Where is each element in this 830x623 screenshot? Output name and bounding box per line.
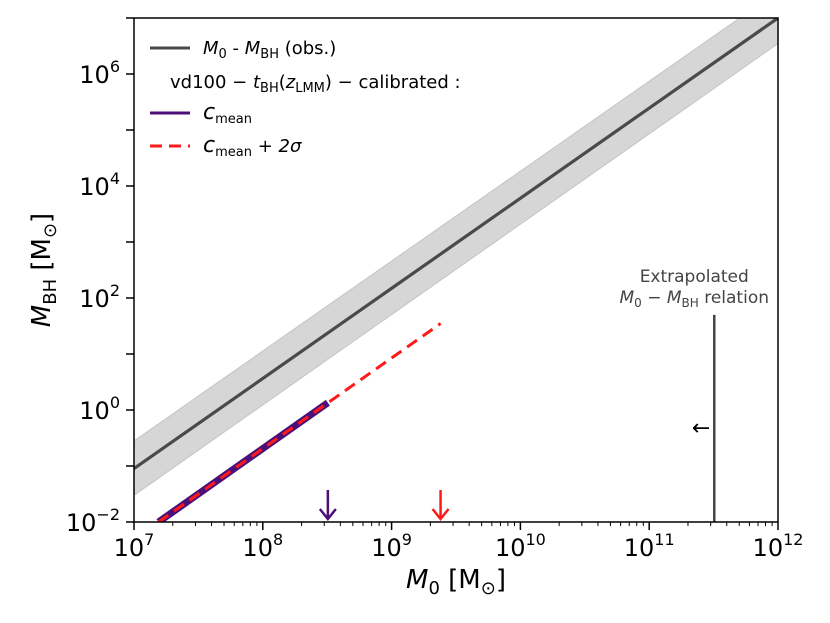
plot-area: [134, 18, 778, 522]
x-tick-label: 1012: [753, 530, 804, 562]
y-tick-label: 102: [79, 281, 120, 313]
y-tick-label: 106: [79, 57, 120, 89]
series-line-0: [134, 18, 778, 470]
scatter-band: [134, 18, 778, 496]
x-axis-title: M0 [M⊙]: [406, 565, 506, 599]
x-tick-label: 1010: [495, 530, 546, 562]
legend-label-2: cmean: [203, 100, 252, 127]
legend-label-3: cmean + 2σ: [203, 133, 302, 160]
y-tick-label: 100: [79, 393, 120, 425]
series-line-2: [157, 322, 442, 522]
y-axis-title: MBH [M⊙]: [27, 213, 61, 327]
threshold-arrow-0: [318, 490, 337, 522]
x-tick-label: 109: [371, 530, 412, 562]
y-tick-label: 104: [79, 169, 120, 201]
x-tick-label: 1011: [624, 530, 675, 562]
y-tick-label: 10−2: [66, 505, 120, 537]
limit-label-line2: M0 − MBH relation: [620, 288, 770, 310]
x-tick-label: 107: [114, 530, 155, 562]
legend-label-0: M0 - MBH (obs.): [203, 38, 336, 62]
limit-label-line1: Extrapolated: [640, 267, 749, 287]
threshold-arrow-1: [431, 490, 450, 522]
limit-left-arrow: ←: [692, 416, 710, 441]
legend: M0 - MBH (obs.) vd100 − tBH(zLMM) − calib…: [150, 38, 461, 160]
plot-frame: [133, 17, 779, 523]
x-tick-label: 108: [242, 530, 283, 562]
legend-header: vd100 − tBH(zLMM) − calibrated :: [170, 72, 461, 96]
